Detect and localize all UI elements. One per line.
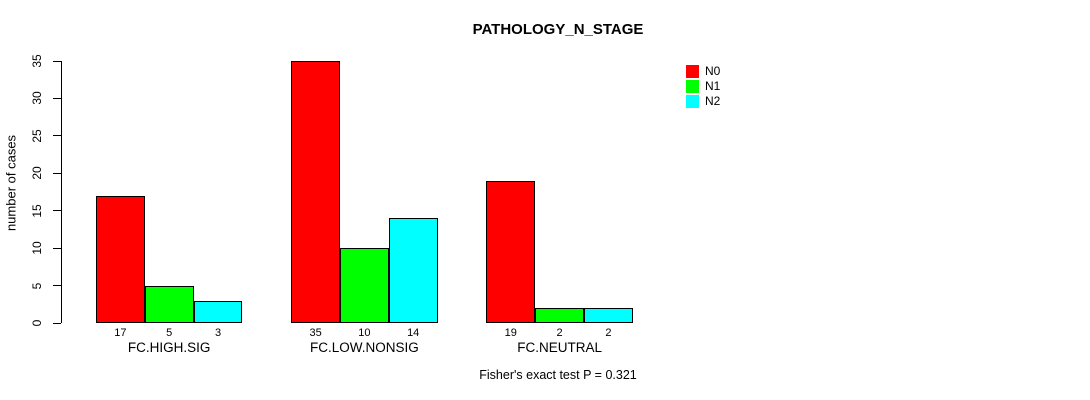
y-tick-label: 25 <box>30 129 44 143</box>
category-label: FC.LOW.NONSIG <box>310 340 419 355</box>
bar-n1-fc.low.nonsig <box>340 248 389 323</box>
y-axis-tick <box>53 172 61 174</box>
legend-item: N0 <box>686 65 720 78</box>
annotation-text: Fisher's exact test P = 0.321 <box>479 368 637 382</box>
y-axis-tick <box>53 60 61 62</box>
legend-swatch-n2 <box>686 95 699 108</box>
y-tick-label: 10 <box>30 241 44 255</box>
bar-n2-fc.high.sig <box>193 301 243 323</box>
y-tick-label: 20 <box>30 166 44 180</box>
bar-value-label: 2 <box>605 327 612 339</box>
bar-n0-fc.neutral <box>486 181 536 323</box>
y-axis-tick <box>53 322 61 324</box>
category-label: FC.NEUTRAL <box>517 340 602 355</box>
bar-value-label: 35 <box>309 327 322 339</box>
legend-item: N2 <box>686 95 720 108</box>
chart-title: PATHOLOGY_N_STAGE <box>472 21 644 38</box>
y-tick-label: 5 <box>30 282 44 289</box>
y-axis-tick <box>53 210 61 212</box>
legend-item: N1 <box>686 80 720 93</box>
y-axis-tick <box>53 247 61 249</box>
bar-value-label: 14 <box>407 327 420 339</box>
y-axis-tick <box>53 135 61 137</box>
y-axis-tick <box>53 285 61 287</box>
bar-n2-fc.low.nonsig <box>388 218 438 323</box>
y-tick-label: 0 <box>30 319 44 327</box>
y-tick-label: 35 <box>30 54 44 68</box>
bar-n1-fc.high.sig <box>144 286 194 323</box>
y-axis-line <box>61 61 62 323</box>
legend-swatch-n1 <box>686 80 699 93</box>
category-label: FC.HIGH.SIG <box>127 340 211 355</box>
bar-value-label: 3 <box>214 327 222 339</box>
bar-n1-fc.neutral <box>535 308 584 323</box>
y-axis-tick <box>53 97 61 99</box>
legend-label: N0 <box>705 64 721 78</box>
bar-n2-fc.neutral <box>584 308 633 323</box>
y-tick-label: 15 <box>30 204 44 218</box>
bar-n0-fc.low.nonsig <box>291 61 340 323</box>
legend-label: N2 <box>705 94 721 108</box>
bar-value-label: 2 <box>556 327 563 339</box>
bar-value-label: 10 <box>358 327 371 339</box>
legend-swatch-n0 <box>686 65 699 78</box>
bar-n0-fc.high.sig <box>96 196 145 323</box>
legend-label: N1 <box>705 79 721 93</box>
bar-value-label: 19 <box>504 327 517 339</box>
legend: N0 N1 N2 <box>686 65 720 108</box>
bar-value-label: 17 <box>114 327 127 339</box>
y-tick-label: 30 <box>30 91 44 106</box>
y-axis-label: number of cases <box>3 134 19 232</box>
bar-value-label: 5 <box>166 327 173 339</box>
